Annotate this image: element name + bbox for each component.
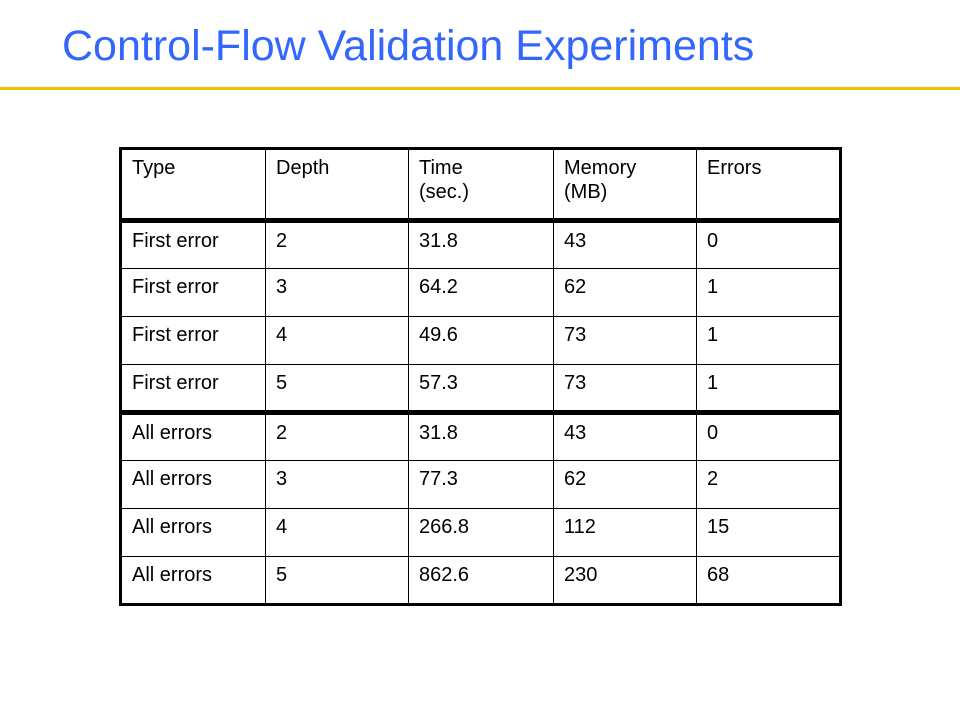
table-row: First error 2 31.8 43 0: [119, 220, 842, 269]
cell-memory: 112: [553, 508, 697, 557]
table-row: First error 5 57.3 73 1: [119, 364, 842, 413]
cell-time: 31.8: [408, 220, 554, 269]
cell-time: 64.2: [408, 268, 554, 317]
cell-depth: 2: [265, 410, 409, 461]
title-underline: [0, 87, 960, 90]
cell-memory: 73: [553, 316, 697, 365]
header-memory: Memory (MB): [553, 147, 697, 223]
cell-errors: 0: [696, 410, 842, 461]
table-row: All errors 4 266.8 112 15: [119, 508, 842, 557]
cell-time: 49.6: [408, 316, 554, 365]
cell-depth: 3: [265, 460, 409, 509]
header-type: Type: [119, 147, 266, 223]
table-row: All errors 5 862.6 230 68: [119, 556, 842, 606]
cell-errors: 1: [696, 268, 842, 317]
cell-errors: 0: [696, 220, 842, 269]
cell-errors: 1: [696, 364, 842, 413]
cell-errors: 2: [696, 460, 842, 509]
cell-type: First error: [119, 316, 266, 365]
cell-time: 77.3: [408, 460, 554, 509]
cell-time: 57.3: [408, 364, 554, 413]
cell-time: 266.8: [408, 508, 554, 557]
cell-type: All errors: [119, 508, 266, 557]
cell-memory: 62: [553, 460, 697, 509]
table-row: All errors 2 31.8 43 0: [119, 410, 842, 461]
cell-errors: 15: [696, 508, 842, 557]
cell-memory: 73: [553, 364, 697, 413]
slide-title: Control-Flow Validation Experiments: [62, 22, 755, 70]
results-table: Type Depth Time (sec.) Memory (MB) Error…: [119, 147, 842, 606]
header-time: Time (sec.): [408, 147, 554, 223]
cell-errors: 1: [696, 316, 842, 365]
cell-time: 862.6: [408, 556, 554, 606]
table-header-row: Type Depth Time (sec.) Memory (MB) Error…: [119, 147, 842, 223]
cell-time: 31.8: [408, 410, 554, 461]
cell-depth: 4: [265, 316, 409, 365]
cell-type: All errors: [119, 556, 266, 606]
cell-depth: 4: [265, 508, 409, 557]
table-row: First error 3 64.2 62 1: [119, 268, 842, 317]
cell-type: First error: [119, 268, 266, 317]
header-depth: Depth: [265, 147, 409, 223]
cell-memory: 43: [553, 410, 697, 461]
cell-type: First error: [119, 364, 266, 413]
cell-memory: 62: [553, 268, 697, 317]
cell-type: All errors: [119, 410, 266, 461]
cell-depth: 3: [265, 268, 409, 317]
cell-depth: 5: [265, 556, 409, 606]
table-row: First error 4 49.6 73 1: [119, 316, 842, 365]
table-row: All errors 3 77.3 62 2: [119, 460, 842, 509]
header-errors: Errors: [696, 147, 842, 223]
cell-memory: 230: [553, 556, 697, 606]
cell-type: All errors: [119, 460, 266, 509]
cell-depth: 5: [265, 364, 409, 413]
cell-type: First error: [119, 220, 266, 269]
cell-errors: 68: [696, 556, 842, 606]
cell-memory: 43: [553, 220, 697, 269]
cell-depth: 2: [265, 220, 409, 269]
